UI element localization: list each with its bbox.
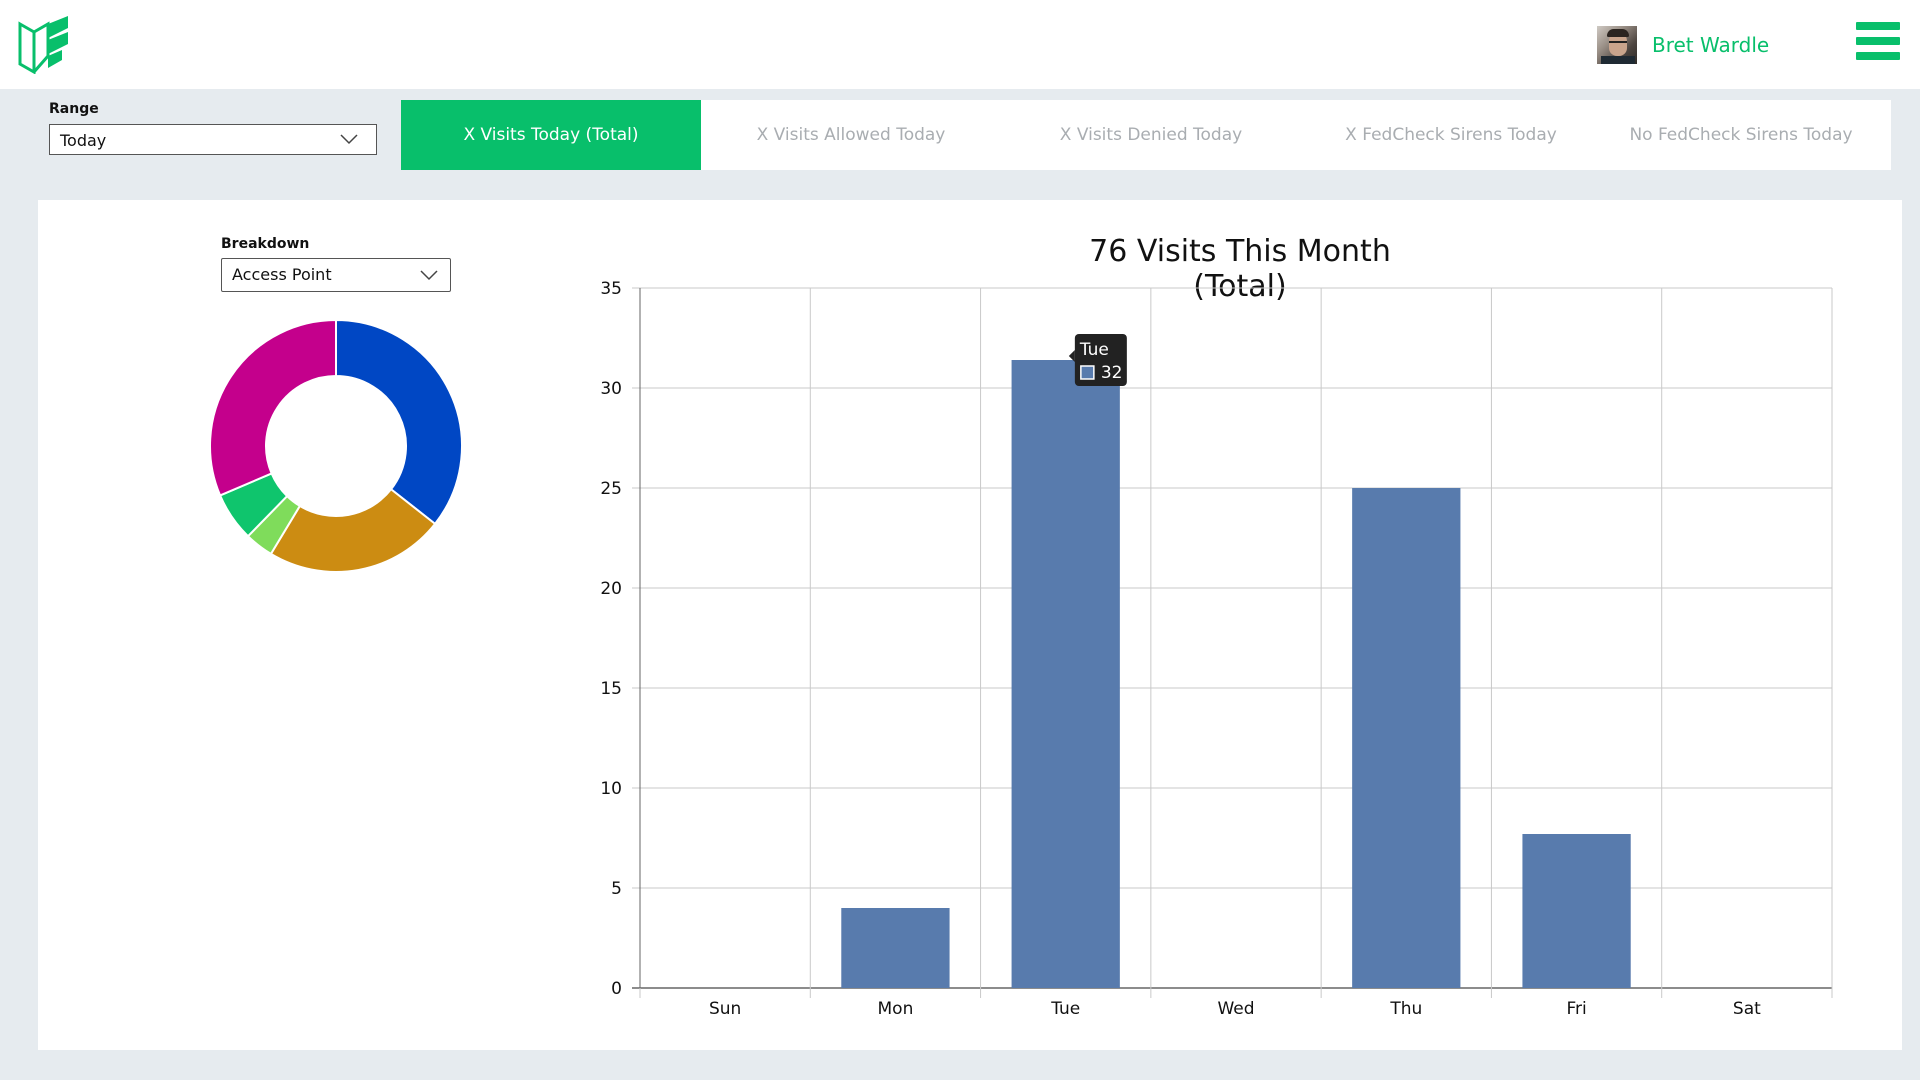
x-tick-label: Sat — [1733, 999, 1761, 1019]
y-tick-label: 35 — [600, 279, 622, 299]
x-tick-label: Sun — [709, 999, 741, 1019]
donut-slice-5[interactable] — [209, 318, 337, 497]
y-tick-label: 30 — [600, 379, 622, 399]
hamburger-menu-icon[interactable] — [1856, 22, 1900, 68]
range-value: Today — [60, 131, 107, 150]
y-tick-label: 25 — [600, 479, 622, 499]
breakdown-dropdown[interactable]: Access Point — [221, 258, 451, 292]
y-tick-label: 10 — [600, 779, 622, 799]
chevron-down-icon — [340, 134, 358, 145]
tab-visits-denied[interactable]: X Visits Denied Today — [1059, 125, 1243, 145]
chevron-down-icon — [420, 270, 438, 281]
range-label: Range — [49, 101, 99, 117]
breakdown-donut-chart[interactable] — [206, 316, 466, 576]
breakdown-value: Access Point — [232, 265, 332, 284]
tooltip-value: 32 — [1101, 363, 1123, 383]
y-tick-label: 20 — [600, 579, 622, 599]
tooltip-swatch — [1080, 365, 1095, 380]
avatar[interactable] — [1597, 26, 1637, 64]
top-bar: Bret Wardle — [0, 0, 1920, 89]
x-tick-label: Tue — [1050, 999, 1080, 1019]
y-tick-label: 15 — [600, 679, 622, 699]
donut-slice-1[interactable] — [335, 318, 463, 526]
user-name[interactable]: Bret Wardle — [1652, 33, 1770, 57]
y-tick-label: 5 — [611, 879, 622, 899]
breakdown-label: Breakdown — [221, 236, 310, 252]
x-tick-label: Thu — [1389, 999, 1422, 1019]
tab-visits-allowed[interactable]: X Visits Allowed Today — [756, 125, 946, 145]
x-tick-label: Mon — [878, 999, 914, 1019]
bar-thu[interactable] — [1352, 488, 1461, 988]
donut-slice-2[interactable] — [269, 487, 437, 573]
tab-no-fedcheck-sirens[interactable]: No FedCheck Sirens Today — [1629, 125, 1853, 145]
range-dropdown[interactable]: Today — [49, 124, 377, 155]
chart-tooltip: Tue 32 — [1068, 334, 1127, 386]
app-logo-icon[interactable] — [18, 16, 70, 74]
tooltip-label: Tue — [1079, 340, 1109, 360]
bar-fri[interactable] — [1522, 834, 1631, 988]
bar-tue[interactable] — [1011, 360, 1120, 988]
tab-fedcheck-sirens[interactable]: X FedCheck Sirens Today — [1345, 125, 1557, 145]
bar-mon[interactable] — [841, 908, 950, 988]
y-tick-label: 0 — [611, 979, 622, 999]
metric-tabs: X Visits Today (Total) X Visits Allowed … — [401, 100, 1891, 170]
tab-visits-total[interactable]: X Visits Today (Total) — [401, 100, 701, 170]
x-tick-label: Fri — [1566, 999, 1586, 1019]
x-tick-label: Wed — [1217, 999, 1254, 1019]
tooltip-pointer — [1068, 350, 1075, 362]
chart-title: 76 Visits This Month (Total) — [1089, 234, 1391, 304]
visits-bar-chart: 0 5 10 15 20 25 30 35 Sun Mon Tue Wed Thu Fri Sat Tue 32 — [600, 279, 1833, 1019]
